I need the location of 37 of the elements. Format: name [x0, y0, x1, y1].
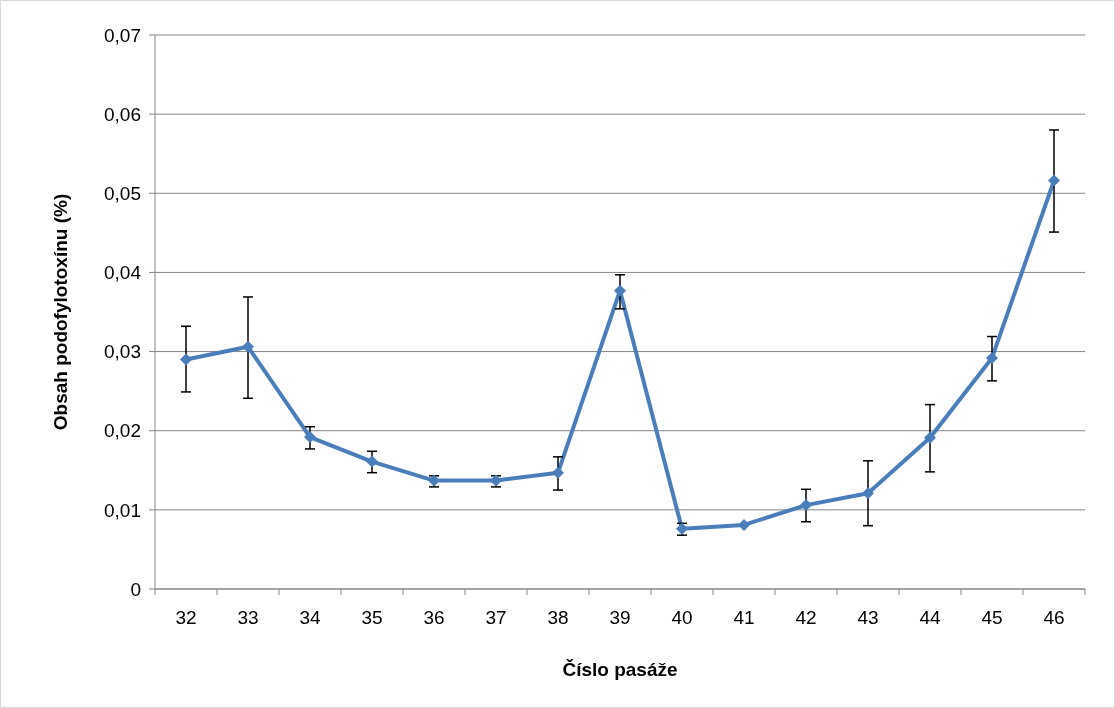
x-tick-label: 41 — [733, 607, 755, 628]
x-tick-label: 37 — [485, 607, 507, 628]
x-tick-label: 34 — [299, 607, 321, 628]
y-tick-label: 0,02 — [104, 420, 141, 442]
point — [614, 284, 626, 297]
y-tick-label: 0,05 — [104, 182, 141, 204]
x-tick-label: 36 — [423, 607, 445, 628]
y-tick-label: 0 — [130, 578, 141, 600]
x-tick-label: 32 — [175, 607, 197, 628]
point — [242, 340, 254, 353]
y-tick-label: 0,01 — [104, 499, 141, 521]
x-tick-label: 42 — [795, 607, 817, 628]
x-tick-label: 43 — [857, 607, 879, 628]
x-axis-title: Číslo pasáže — [562, 659, 678, 680]
point — [986, 351, 998, 364]
point — [366, 455, 378, 468]
x-tick-label: 35 — [361, 607, 383, 628]
x-tick-label: 46 — [1043, 607, 1065, 628]
x-tick-label: 38 — [547, 607, 569, 628]
point — [180, 353, 192, 366]
y-tick-label: 0,03 — [104, 341, 141, 363]
point — [862, 487, 874, 500]
x-tick-label: 33 — [237, 607, 259, 628]
y-tick-label: 0,04 — [104, 262, 142, 284]
y-tick-label: 0,07 — [104, 24, 141, 46]
y-axis-title: Obsah podofylotoxínu (%) — [50, 193, 71, 431]
point — [552, 466, 564, 479]
x-tick-label: 44 — [919, 607, 941, 628]
point — [304, 431, 316, 444]
point — [1048, 174, 1060, 187]
point — [924, 431, 936, 444]
x-tick-label: 39 — [609, 607, 631, 628]
x-tick-label: 45 — [981, 607, 1003, 628]
x-tick-label: 40 — [671, 607, 693, 628]
point — [800, 499, 812, 512]
y-tick-label: 0,06 — [104, 103, 141, 125]
point — [738, 518, 750, 531]
